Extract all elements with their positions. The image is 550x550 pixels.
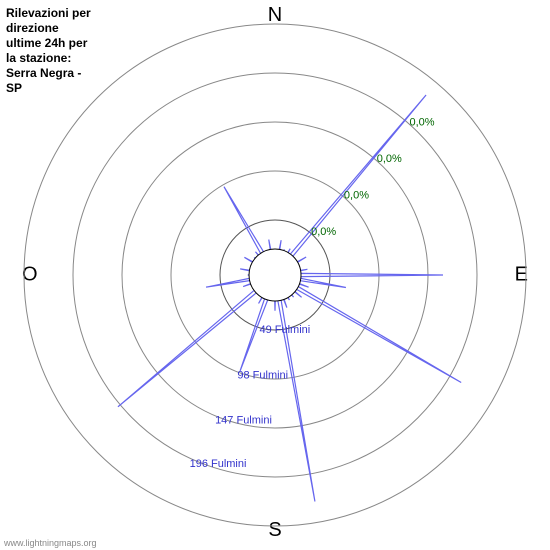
rose-path [118,95,461,502]
percent-label: 0,0% [311,226,336,238]
strike-label: 49 Fulmini [259,324,310,336]
hub-circle [249,249,301,301]
strike-label: 196 Fulmini [190,458,247,470]
percent-label: 0,0% [377,153,402,165]
strike-label: 147 Fulmini [215,414,272,426]
percent-label: 0,0% [409,117,434,129]
polar-chart: 0,0% 0,0% 0,0% 0,0% 49 Fulmini 98 Fulmini 147… [0,0,550,550]
strike-label: 98 Fulmini [237,369,288,381]
percent-labels: 0,0% 0,0% 0,0% 0,0% [311,117,435,238]
footer-attribution: www.lightningmaps.org [4,538,97,548]
percent-label: 0,0% [344,189,369,201]
